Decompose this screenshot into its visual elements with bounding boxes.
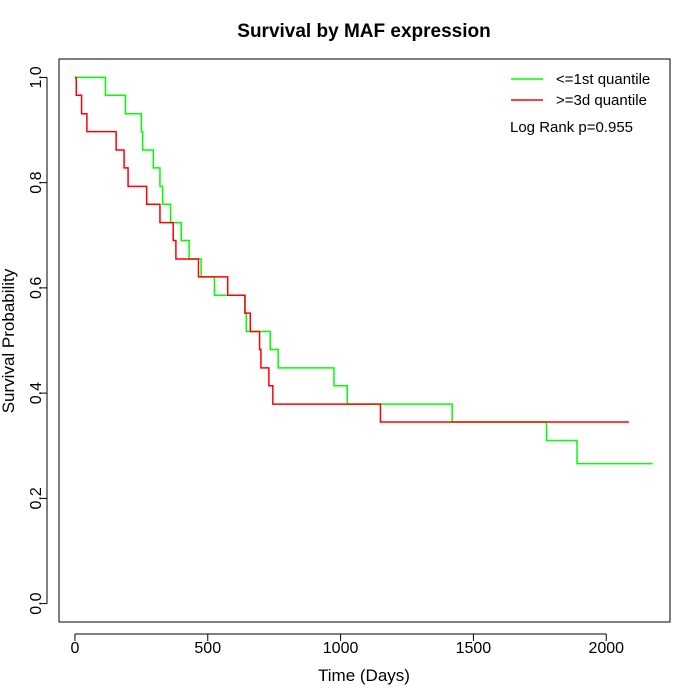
x-tick-label: 1000 xyxy=(323,640,359,657)
legend: <=1st quantile >=3d quantile xyxy=(511,71,650,109)
x-tick-label: 1500 xyxy=(456,640,492,657)
x-axis: 0 500 1000 1500 2000 xyxy=(70,633,624,657)
series-layer xyxy=(74,76,653,465)
series-line-0 xyxy=(74,76,653,465)
y-axis: 0.0 0.2 0.4 0.6 0.8 1.0 xyxy=(28,66,48,615)
log-rank-annotation: Log Rank p=0.955 xyxy=(510,119,633,136)
x-tick-label: 500 xyxy=(194,640,221,657)
y-tick-label: 0.8 xyxy=(28,171,45,193)
series-line-1 xyxy=(74,76,629,423)
y-tick-label: 1.0 xyxy=(28,66,45,88)
plot-frame xyxy=(58,58,671,623)
y-axis-label: Survival Probability xyxy=(0,268,18,413)
y-tick-label: 0.2 xyxy=(28,487,45,509)
y-tick-label: 0.4 xyxy=(28,382,45,404)
legend-label-low: <=1st quantile xyxy=(556,71,650,88)
legend-label-high: >=3d quantile xyxy=(556,92,647,109)
x-tick-label: 2000 xyxy=(588,640,624,657)
y-tick-label: 0.0 xyxy=(28,592,45,614)
chart-title: Survival by MAF expression xyxy=(237,21,490,42)
y-tick-label: 0.6 xyxy=(28,277,45,299)
x-tick-label: 0 xyxy=(70,640,79,657)
x-axis-label: Time (Days) xyxy=(318,666,410,685)
